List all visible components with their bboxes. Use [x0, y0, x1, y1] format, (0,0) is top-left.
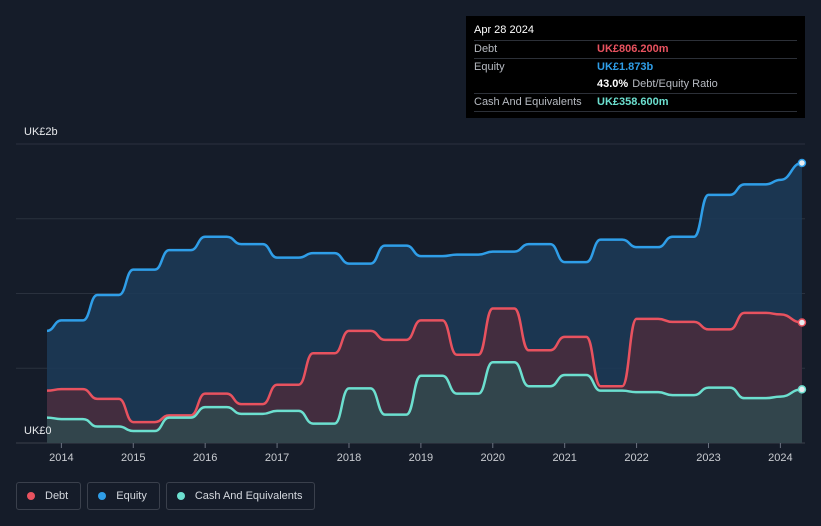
- equity-area: [47, 162, 802, 443]
- cash-and-equivalents-endpoint: [797, 385, 807, 394]
- cash-and-equivalents-line: [46, 361, 803, 433]
- x-tick-label: 2014: [49, 452, 73, 464]
- debt-endpoint: [797, 318, 807, 327]
- tooltip-date: Apr 28 2024: [474, 24, 534, 36]
- tooltip-label: Debt: [474, 43, 498, 55]
- ratio-value: 43.0%: [597, 78, 629, 90]
- tooltip-label: [474, 76, 597, 93]
- x-tick-label: 2016: [193, 452, 217, 464]
- legend-label: Equity: [116, 490, 147, 502]
- chart-legend: Debt Equity Cash And Equivalents: [16, 482, 316, 510]
- x-tick-label: 2021: [552, 452, 576, 464]
- cash-and-equivalents-area: [47, 362, 802, 443]
- chart-tooltip: Apr 28 2024 Debt UK£806.200m Equity UK£1…: [466, 16, 805, 118]
- equity-endpoint: [797, 158, 807, 168]
- x-tick-label: 2023: [696, 452, 720, 464]
- tooltip-cash-value: UK£358.600m: [597, 96, 669, 108]
- tooltip-row-cash: Cash And Equivalents UK£358.600m: [474, 93, 797, 112]
- legend-item-debt[interactable]: Debt: [16, 482, 82, 510]
- x-tick-label: 2017: [265, 452, 289, 464]
- y-axis-bottom-label: UK£0: [24, 425, 52, 437]
- debt-line: [46, 307, 803, 424]
- legend-item-cash[interactable]: Cash And Equivalents: [165, 482, 316, 510]
- debt-dot-icon: [27, 492, 35, 500]
- series-endpoints: [797, 158, 807, 394]
- equity-line: [46, 161, 803, 333]
- legend-label: Debt: [45, 490, 69, 502]
- x-axis: 2014 2015 2016 2017 2018 2019 2020 2021 2022 2023…: [49, 443, 793, 464]
- tooltip-row-ratio: 43.0% Debt/Equity Ratio: [474, 76, 797, 93]
- x-tick-label: 2020: [481, 452, 505, 464]
- tooltip-equity-value: UK£1.873b: [597, 61, 654, 73]
- x-tick-label: 2019: [409, 452, 433, 464]
- x-tick-label: 2015: [121, 452, 145, 464]
- series-lines: [46, 161, 803, 433]
- y-axis-top-label: UK£2b: [24, 126, 58, 138]
- tooltip-label: Cash And Equivalents: [474, 96, 582, 108]
- ratio-label: Debt/Equity Ratio: [632, 78, 718, 90]
- series-areas: [47, 162, 802, 443]
- x-tick-label: 2018: [337, 452, 361, 464]
- x-tick-label: 2022: [624, 452, 648, 464]
- tooltip-ratio-value: 43.0% Debt/Equity Ratio: [597, 76, 718, 93]
- cash-dot-icon: [176, 492, 185, 500]
- tooltip-row-equity: Equity UK£1.873b: [474, 58, 797, 76]
- tooltip-debt-value: UK£806.200m: [597, 43, 669, 55]
- x-tick-label: 2024: [768, 452, 792, 464]
- equity-dot-icon: [98, 492, 107, 500]
- tooltip-row-debt: Debt UK£806.200m: [474, 40, 797, 58]
- tooltip-label: Equity: [474, 61, 505, 73]
- legend-item-equity[interactable]: Equity: [87, 482, 160, 510]
- legend-label: Cash And Equivalents: [194, 490, 303, 502]
